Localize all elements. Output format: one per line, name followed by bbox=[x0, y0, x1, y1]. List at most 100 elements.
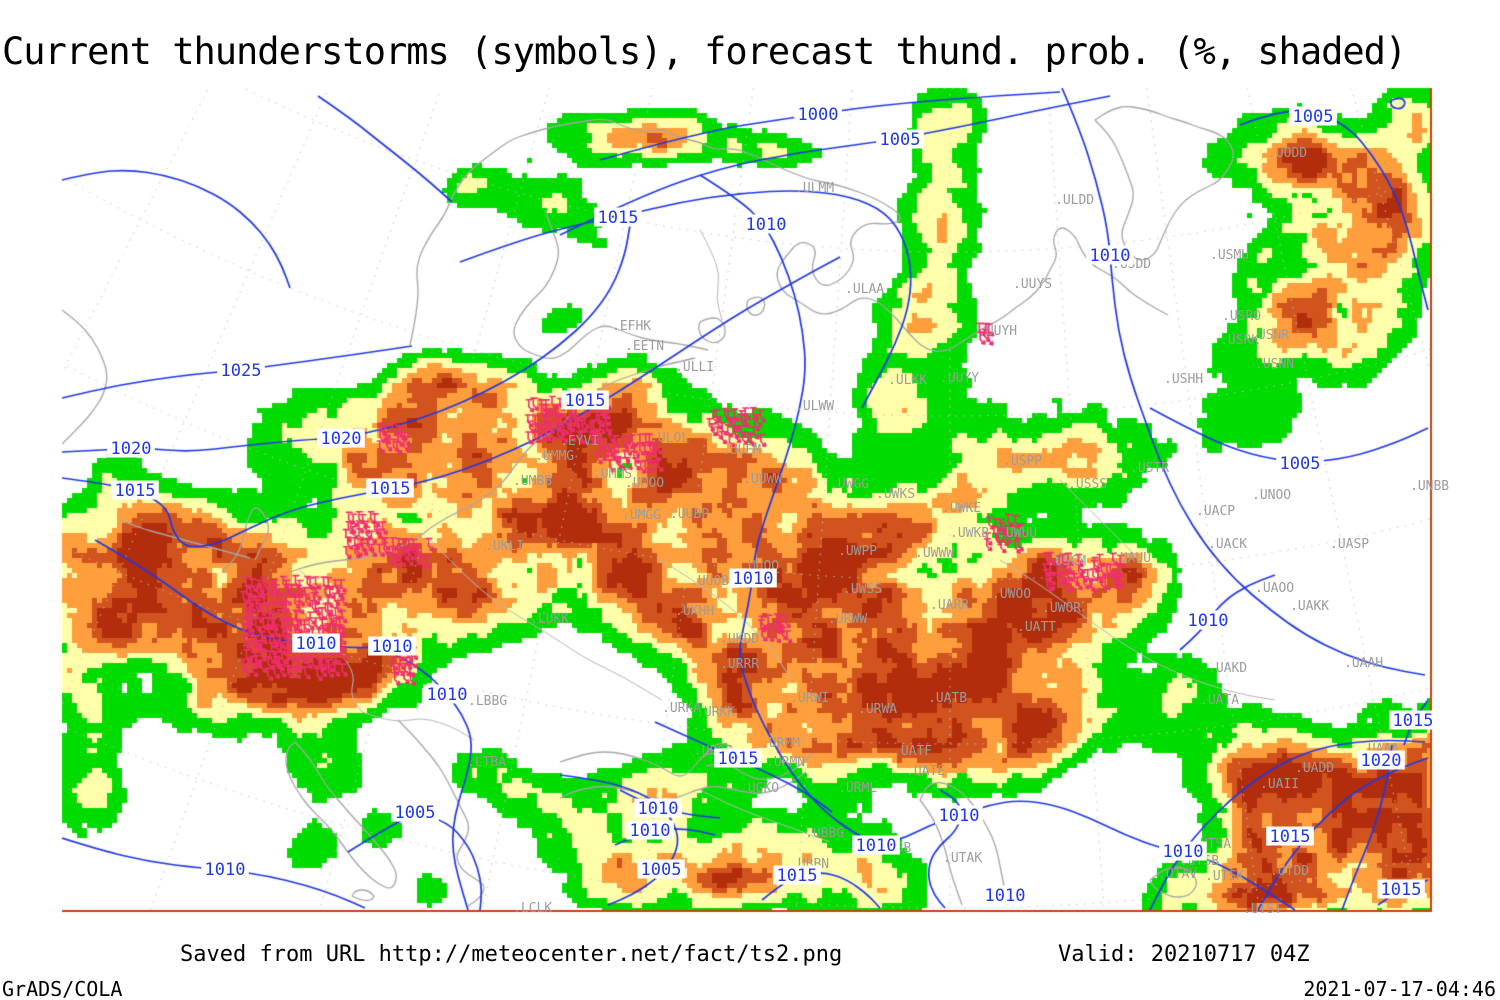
isobar-label: 1005 bbox=[395, 803, 436, 823]
station-label: .UATE bbox=[906, 764, 945, 779]
valid-time-text: Valid: 20210717 04Z bbox=[1058, 942, 1310, 967]
isobar-label: 1010 bbox=[939, 806, 980, 826]
station-label: .ULDD bbox=[1055, 193, 1094, 208]
isobar-label-mask bbox=[317, 428, 365, 448]
station-label: .UKDD bbox=[720, 632, 759, 647]
isobar-label: 1015 bbox=[718, 749, 759, 769]
station-label: .UUYH bbox=[978, 324, 1017, 339]
station-label: .UUYY bbox=[940, 371, 979, 386]
station-label: .UWWW bbox=[915, 546, 954, 561]
isobar-label: 1005 bbox=[641, 860, 682, 880]
isobar-label: 1010 bbox=[733, 569, 774, 589]
station-label: .ULLI bbox=[675, 360, 714, 375]
station-label: .UTST bbox=[1243, 902, 1282, 917]
isobar-label: 1010 bbox=[856, 836, 897, 856]
station-label: .UUBP bbox=[670, 507, 709, 522]
station-label: .UWUU bbox=[998, 526, 1037, 541]
station-label: .UWPP bbox=[838, 544, 877, 559]
isobar-label-mask bbox=[423, 684, 471, 704]
isobar-label-mask bbox=[637, 859, 685, 879]
isobar-label: 1010 bbox=[372, 637, 413, 657]
station-label: .ULOL bbox=[650, 431, 689, 446]
isobar-label-mask bbox=[981, 885, 1029, 905]
station-label: .EFHK bbox=[612, 319, 651, 334]
isobar-label-mask bbox=[1289, 106, 1337, 126]
isobar-label-mask bbox=[366, 478, 414, 498]
isobar-label-mask bbox=[1266, 826, 1314, 846]
station-label: .URRR bbox=[720, 657, 759, 672]
station-label: .URML bbox=[838, 781, 877, 796]
station-label: .UUWW bbox=[743, 472, 782, 487]
station-label: .UNBB bbox=[1410, 479, 1449, 494]
station-label: .UASP bbox=[1330, 537, 1369, 552]
isobar-label: 1010 bbox=[427, 685, 468, 705]
station-label: .UARR bbox=[930, 598, 969, 613]
saved-from-url-text: Saved from URL http://meteocenter.net/fa… bbox=[180, 942, 843, 967]
station-label: .UTDD bbox=[1270, 864, 1309, 879]
isobar-label: 1010 bbox=[985, 886, 1026, 906]
station-label: .URWI bbox=[790, 691, 829, 706]
isobar-label-mask bbox=[1086, 245, 1134, 265]
station-label: .UNOO bbox=[1252, 488, 1291, 503]
station-label: .UTAK bbox=[943, 851, 982, 866]
station-id-labels: .ULMM.ULAA.ULDD.USDD.UUYS.UUYH.ULKK.UUYY… bbox=[467, 146, 1449, 917]
isobar-label: 1015 bbox=[115, 481, 156, 501]
station-label: .UBBG bbox=[805, 826, 844, 841]
grads-cola-credit: GrADS/COLA bbox=[2, 977, 123, 1000]
isobar-label-mask bbox=[1276, 453, 1324, 473]
isobar-label-mask bbox=[626, 820, 674, 840]
isobar-value-labels: 1000 1005 1015 1010 1005 1010 1025 1020 1020 1015… bbox=[107, 104, 1437, 906]
station-label: .URWW bbox=[828, 612, 867, 627]
isobar-label: 1010 bbox=[1188, 611, 1229, 631]
station-label: .UAAH bbox=[1344, 656, 1383, 671]
station-label: .UKLI bbox=[485, 539, 524, 554]
station-label: .UADD bbox=[1295, 761, 1334, 776]
isobar-label-mask bbox=[876, 129, 924, 149]
station-label: .UMGG bbox=[622, 508, 661, 523]
isobar-label-mask bbox=[1357, 750, 1405, 770]
station-label: .USRO bbox=[1222, 309, 1261, 324]
station-label: .UWOO bbox=[992, 587, 1031, 602]
station-label: .UWKE bbox=[942, 501, 981, 516]
isobar-label-mask bbox=[107, 438, 155, 458]
station-label: .USSS bbox=[1068, 477, 1107, 492]
isobar-label: 1000 bbox=[798, 105, 839, 125]
station-label: .UAOO bbox=[1255, 581, 1294, 596]
station-label: .LCLK bbox=[513, 901, 552, 916]
station-label: .UMMG bbox=[535, 449, 574, 464]
isobar-label: 1015 bbox=[1381, 880, 1422, 900]
station-label: .USRK bbox=[1220, 333, 1259, 348]
station-label: .UUEM bbox=[722, 443, 761, 458]
station-label: .URMM bbox=[761, 736, 800, 751]
station-label: .UAII bbox=[1260, 777, 1299, 792]
station-label: .UTSK bbox=[1205, 869, 1244, 884]
isobar-label: 1025 bbox=[221, 361, 262, 381]
isobar-label: 1015 bbox=[565, 391, 606, 411]
isobar-label-mask bbox=[852, 835, 900, 855]
station-label: .UGKO bbox=[740, 781, 779, 796]
isobar-label-mask bbox=[561, 390, 609, 410]
station-label: .UMBB bbox=[513, 474, 552, 489]
station-label: .UWGG bbox=[830, 477, 869, 492]
station-label: .UMOO bbox=[625, 476, 664, 491]
isobar-label-mask bbox=[634, 798, 682, 818]
station-label: .USNN bbox=[1255, 357, 1294, 372]
station-label: .UAKK bbox=[1290, 599, 1329, 614]
isobar-label-mask bbox=[742, 214, 790, 234]
station-label: .URWA bbox=[858, 702, 897, 717]
isobar-label: 1005 bbox=[1280, 454, 1321, 474]
isobar-label: 1015 bbox=[1270, 827, 1311, 847]
map-title: Current thunderstorms (symbols), forecas… bbox=[2, 30, 1407, 73]
isobar-label-mask bbox=[594, 207, 642, 227]
station-label: .UODD bbox=[1268, 146, 1307, 161]
station-label: .UACK bbox=[1208, 537, 1247, 552]
isobar-label-mask bbox=[391, 802, 439, 822]
station-label: .UATA bbox=[1200, 693, 1239, 708]
station-label: .UAUU bbox=[1112, 551, 1151, 566]
station-label: .LTBA bbox=[467, 755, 506, 770]
station-label: .USPP bbox=[1003, 454, 1042, 469]
station-label: .UATF bbox=[893, 744, 932, 759]
isobar-label: 1015 bbox=[1393, 711, 1434, 731]
